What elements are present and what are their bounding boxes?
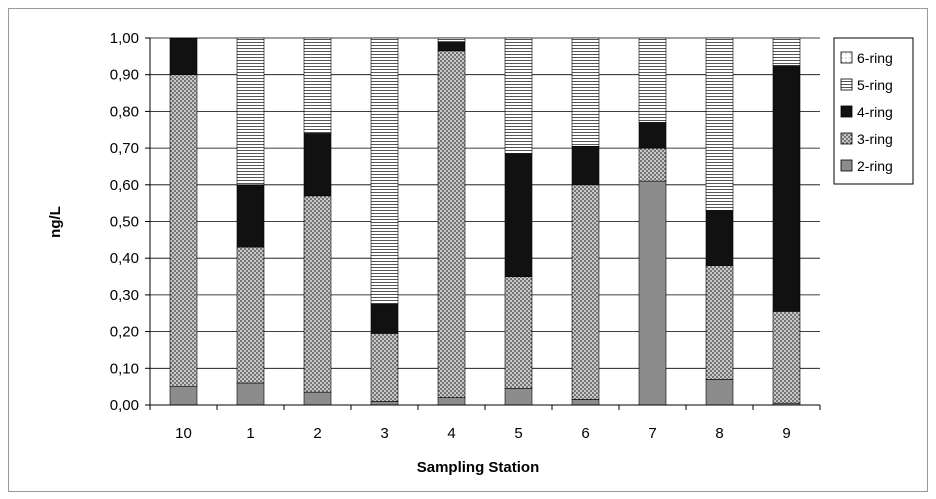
y-tick-label: 0,70 — [110, 140, 139, 157]
y-tick-label: 1,00 — [110, 30, 139, 47]
bar-stack-station-9 — [772, 37, 801, 406]
bar-segment-3-ring-station-8 — [705, 265, 734, 380]
x-tick-label: 1 — [246, 425, 254, 442]
bar-segment-3-ring-station-3 — [370, 333, 399, 402]
bar-segment-2-ring-station-5 — [504, 388, 533, 406]
y-tick-label: 0,40 — [110, 250, 139, 267]
bar-segment-3-ring-station-10 — [169, 74, 198, 387]
legend-label-4-ring: 4-ring — [857, 104, 893, 120]
bar-segment-2-ring-station-2 — [303, 391, 332, 406]
bar-segment-5-ring-station-4 — [437, 37, 466, 42]
bar-segment-2-ring-station-1 — [236, 382, 265, 406]
bar-segment-4-ring-station-1 — [236, 184, 265, 248]
x-tick-label: 2 — [313, 425, 321, 442]
bar-segment-5-ring-station-3 — [370, 37, 399, 305]
legend-label-5-ring: 5-ring — [857, 77, 893, 93]
bar-segment-3-ring-station-6 — [571, 184, 600, 400]
bar-segment-2-ring-station-7 — [638, 180, 667, 406]
bar-segment-2-ring-station-4 — [437, 397, 466, 406]
bar-segment-2-ring-station-3 — [370, 401, 399, 406]
legend-label-6-ring: 6-ring — [857, 50, 893, 66]
bar-segment-4-ring-station-4 — [437, 41, 466, 52]
bar-stack-station-4 — [437, 37, 466, 406]
bars — [169, 37, 801, 406]
bar-segment-2-ring-station-10 — [169, 386, 198, 406]
x-tick-label: 8 — [715, 425, 723, 442]
bar-segment-5-ring-station-2 — [303, 37, 332, 134]
legend-swatch-4-ring — [840, 105, 853, 118]
bar-segment-3-ring-station-5 — [504, 276, 533, 389]
x-tick-label: 4 — [447, 425, 455, 442]
bar-stack-station-10 — [169, 37, 198, 406]
bar-segment-2-ring-station-8 — [705, 379, 734, 406]
x-tick-labels: 10 1 2 3 4 5 6 7 8 9 — [175, 425, 791, 442]
y-tick-label: 0,80 — [110, 103, 139, 120]
bar-stack-station-5 — [504, 37, 533, 406]
bar-segment-4-ring-station-8 — [705, 210, 734, 266]
legend: 6-ring 5-ring 4-ring 3-ring 2-ring — [833, 37, 914, 185]
legend-swatch-6-ring — [840, 51, 853, 64]
bar-segment-5-ring-station-1 — [236, 37, 265, 186]
bar-segment-5-ring-station-5 — [504, 37, 533, 154]
bar-segment-3-ring-station-9 — [772, 311, 801, 404]
bar-segment-5-ring-station-7 — [638, 37, 667, 123]
legend-label-3-ring: 3-ring — [857, 131, 893, 147]
bar-segment-3-ring-station-4 — [437, 50, 466, 398]
bar-segment-3-ring-station-1 — [236, 246, 265, 384]
y-tick-labels: 0,00 0,10 0,20 0,30 0,40 0,50 0,60 0,70 0,80 0,90… — [110, 30, 139, 414]
y-tick-label: 0,10 — [110, 360, 139, 377]
x-tick-label: 9 — [782, 425, 790, 442]
bar-segment-5-ring-station-9 — [772, 37, 801, 66]
bar-segment-4-ring-station-2 — [303, 133, 332, 197]
legend-label-2-ring: 2-ring — [857, 158, 893, 174]
bar-segment-4-ring-station-10 — [169, 37, 198, 76]
y-tick-label: 0,50 — [110, 214, 139, 231]
x-tick-label: 5 — [514, 425, 522, 442]
bar-stack-station-2 — [303, 37, 332, 406]
x-tick-label: 10 — [175, 425, 192, 442]
x-tick-label: 3 — [380, 425, 388, 442]
bar-segment-3-ring-station-7 — [638, 147, 667, 182]
bar-stack-station-8 — [705, 37, 734, 406]
bar-stack-station-1 — [236, 37, 265, 406]
y-tick-label: 0,30 — [110, 287, 139, 304]
axes — [149, 38, 821, 410]
bar-stack-station-6 — [571, 37, 600, 406]
x-tick-label: 7 — [648, 425, 656, 442]
y-tick-label: 0,20 — [110, 324, 139, 341]
bar-stack-station-3 — [370, 37, 399, 406]
y-tick-label: 0,00 — [110, 397, 139, 414]
bar-segment-4-ring-station-9 — [772, 65, 801, 312]
bar-segment-5-ring-station-6 — [571, 37, 600, 147]
bar-segment-4-ring-station-3 — [370, 303, 399, 334]
bar-segment-4-ring-station-6 — [571, 145, 600, 186]
bar-segment-5-ring-station-8 — [705, 37, 734, 211]
legend-swatch-2-ring — [840, 159, 853, 172]
bar-stack-station-7 — [638, 37, 667, 406]
y-axis-title: ng/L — [47, 206, 64, 238]
x-tick-label: 6 — [581, 425, 589, 442]
y-tick-label: 0,60 — [110, 177, 139, 194]
legend-swatch-5-ring — [840, 78, 853, 91]
x-axis-title: Sampling Station — [417, 459, 540, 476]
y-tick-label: 0,90 — [110, 67, 139, 84]
bar-segment-4-ring-station-7 — [638, 122, 667, 149]
legend-swatch-3-ring — [840, 132, 853, 145]
bar-segment-4-ring-station-5 — [504, 153, 533, 277]
bar-segment-2-ring-station-6 — [571, 399, 600, 406]
bar-segment-3-ring-station-2 — [303, 195, 332, 393]
